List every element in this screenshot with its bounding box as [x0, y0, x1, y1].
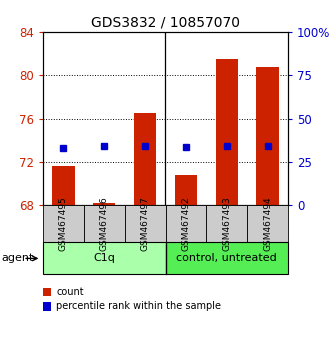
Title: GDS3832 / 10857070: GDS3832 / 10857070	[91, 15, 240, 29]
Bar	[256, 67, 279, 205]
Text: GSM467494: GSM467494	[263, 196, 272, 251]
Text: count: count	[56, 287, 84, 297]
Text: C1q: C1q	[93, 253, 115, 263]
Text: GSM467492: GSM467492	[181, 196, 190, 251]
Bar	[52, 166, 75, 205]
Text: agent: agent	[2, 253, 34, 263]
Bar	[93, 203, 116, 205]
Text: percentile rank within the sample: percentile rank within the sample	[56, 301, 221, 311]
Text: GSM467497: GSM467497	[141, 196, 150, 251]
Bar	[215, 59, 238, 205]
Bar	[134, 113, 156, 205]
Bar	[175, 175, 197, 205]
Text: GSM467495: GSM467495	[59, 196, 68, 251]
Text: GSM467493: GSM467493	[222, 196, 231, 251]
Text: GSM467496: GSM467496	[100, 196, 109, 251]
Text: control, untreated: control, untreated	[176, 253, 277, 263]
